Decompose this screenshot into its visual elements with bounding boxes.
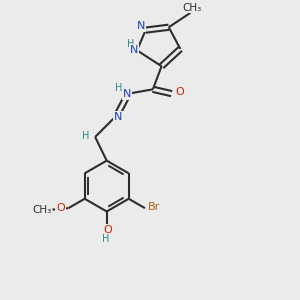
Text: H: H	[102, 234, 109, 244]
Text: O: O	[104, 225, 112, 235]
Text: CH₃: CH₃	[182, 3, 202, 13]
Text: O: O	[56, 203, 65, 213]
Text: CH₃: CH₃	[32, 205, 51, 214]
Text: N: N	[114, 112, 122, 122]
Text: Br: Br	[148, 202, 160, 212]
Text: N: N	[137, 21, 146, 31]
Text: H: H	[116, 83, 123, 94]
Text: H: H	[82, 130, 90, 140]
Text: N: N	[123, 89, 131, 99]
Text: N: N	[130, 45, 138, 55]
Text: O: O	[176, 87, 184, 97]
Text: H: H	[127, 39, 134, 49]
